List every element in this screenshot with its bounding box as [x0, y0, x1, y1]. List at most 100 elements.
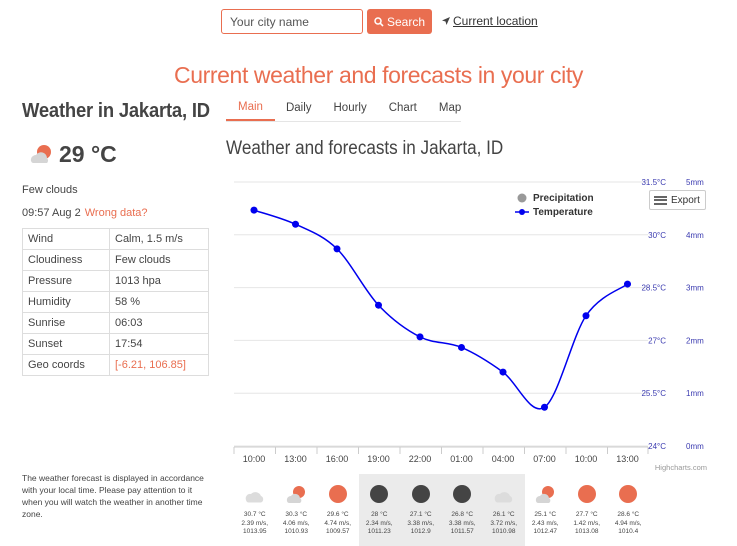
y-axis-tick-left: 24°C	[648, 442, 666, 451]
y-axis-tick-right: 0mm	[686, 442, 704, 451]
current-details-table: Wind Calm, 1.5 m/s Cloudiness Few clouds P…	[22, 228, 209, 376]
sun-icon	[328, 485, 347, 503]
forecast-item: 30.7 °C 2.39 m/s, 1013.95	[234, 474, 276, 546]
forecast-pressure: 1010.93	[284, 528, 308, 535]
tabs-divider	[226, 121, 461, 122]
tab-main[interactable]: Main	[226, 95, 275, 121]
detail-value: 58 %	[109, 291, 209, 313]
forecast-temp: 30.3 °C	[285, 511, 308, 518]
x-axis-tick-label: 04:00	[492, 454, 515, 464]
temperature-point	[250, 206, 258, 214]
export-button[interactable]: Export	[649, 190, 706, 210]
current-location-label: Current location	[453, 14, 538, 28]
forecast-pressure: 1011.23	[367, 528, 391, 535]
forecast-pressure: 1010.98	[491, 528, 516, 535]
legend-precipitation-label: Precipitation	[533, 193, 594, 204]
current-location-link[interactable]: Current location	[441, 14, 538, 28]
detail-value: 06:03	[109, 312, 209, 334]
timezone-note: The weather forecast is displayed in acc…	[22, 473, 204, 519]
temperature-point	[499, 368, 507, 376]
table-row: Sunset 17:54	[22, 333, 209, 355]
detail-label: Sunset	[22, 333, 110, 355]
forecast-temp: 26.1 °C	[492, 511, 515, 518]
x-axis-tick-label: 22:00	[409, 454, 432, 464]
forecast-values: 26.8 °C 3.38 m/s, 1011.57	[449, 511, 476, 537]
observation-time: 09:57 Aug 2	[22, 207, 81, 219]
legend-temperature-label: Temperature	[533, 207, 593, 218]
forecast-pressure: 1010.4	[618, 528, 639, 535]
y-axis-tick-right: 1mm	[686, 389, 704, 398]
forecast-item: 25.1 °C 2.43 m/s, 1012.47	[525, 474, 567, 546]
forecast-values: 25.1 °C 2.43 m/s, 1012.47	[532, 511, 559, 537]
forecast-wind: 4.74 m/s,	[324, 519, 352, 527]
forecast-wind: 1.42 m/s,	[573, 519, 601, 527]
forecast-wind: 4.94 m/s,	[614, 519, 642, 527]
detail-value: 17:54	[109, 333, 209, 355]
forecast-temp: 30.7 °C	[243, 511, 266, 518]
tab-chart[interactable]: Chart	[388, 102, 417, 114]
y-axis-tick-left: 31.5°C	[641, 178, 666, 187]
forecast-pressure: 1012.47	[533, 528, 557, 535]
forecast-item: 30.3 °C 4.06 m/s, 1010.93	[276, 474, 318, 546]
search-icon	[374, 16, 384, 27]
sun-icon	[577, 485, 596, 503]
forecast-temp: 28 °C	[371, 511, 388, 518]
forecast-values: 28.6 °C 4.94 m/s, 1010.4	[615, 511, 642, 537]
forecast-tabs: Main Daily Hourly Chart Map	[226, 95, 472, 121]
y-axis-tick-right: 2mm	[686, 336, 704, 345]
city-title: Weather in Jakarta, ID	[22, 100, 210, 122]
x-axis-tick-label: 16:00	[326, 454, 349, 464]
x-axis-tick-label: 01:00	[450, 454, 473, 464]
table-row: Sunrise 06:03	[22, 312, 209, 334]
table-row: Pressure 1013 hpa	[22, 270, 209, 292]
page-headline: Current weather and forecasts in your ci…	[174, 62, 583, 88]
city-search-input[interactable]	[221, 9, 363, 34]
search-button[interactable]: Search	[367, 9, 432, 34]
forecast-wind: 2.34 m/s,	[365, 519, 393, 527]
chart-title: Weather and forecasts in Jakarta, ID	[226, 138, 504, 159]
legend-temperature-marker	[519, 209, 525, 215]
current-time: 09:57 Aug 2 Wrong data?	[22, 207, 148, 219]
cloud-icon	[245, 492, 263, 503]
y-axis-tick-left: 25.5°C	[641, 389, 666, 398]
forecast-item: 28 °C 2.34 m/s, 1011.23	[358, 474, 400, 546]
forecast-temp: 27.7 °C	[575, 511, 598, 518]
forecast-pressure: 1013.95	[242, 528, 267, 535]
forecast-temp: 25.1 °C	[534, 511, 557, 518]
few-clouds-icon	[30, 145, 51, 163]
tab-hourly[interactable]: Hourly	[333, 102, 367, 114]
temperature-point	[458, 343, 465, 351]
forecast-temp: 27.1 °C	[409, 511, 432, 518]
forecast-item: 29.6 °C 4.74 m/s, 1009.57	[317, 474, 359, 546]
forecast-wind: 3.38 m/s,	[407, 519, 435, 527]
forecast-values: 30.7 °C 2.39 m/s, 1013.95	[241, 511, 268, 537]
forecast-values: 29.6 °C 4.74 m/s, 1009.57	[324, 511, 351, 537]
forecast-temp: 29.6 °C	[326, 511, 349, 518]
wrong-data-link[interactable]: Wrong data?	[84, 207, 148, 219]
temperature-point	[292, 220, 299, 228]
forecast-pressure: 1009.57	[325, 528, 350, 535]
legend-precipitation-marker	[517, 193, 527, 203]
forecast-pressure: 1012.9	[410, 528, 431, 535]
export-label: Export	[671, 194, 700, 206]
moon-icon	[411, 485, 430, 503]
temperature-series-line	[253, 209, 628, 410]
temperature-point	[582, 312, 590, 320]
forecast-strip: 30.7 °C 2.39 m/s, 1013.95 30.3 °C 4.06 m/s, 1…	[234, 474, 649, 546]
forecast-values: 30.3 °C 4.06 m/s, 1010.93	[283, 511, 310, 537]
tab-map[interactable]: Map	[438, 102, 462, 114]
location-arrow-icon	[442, 17, 450, 25]
tab-daily[interactable]: Daily	[285, 102, 312, 114]
geo-coords-link[interactable]: [-6.21, 106.85]	[109, 354, 209, 376]
temperature-point	[375, 301, 382, 309]
search-button-label: Search	[386, 14, 426, 29]
few-clouds-icon	[536, 486, 555, 503]
detail-label: Geo coords	[22, 354, 110, 376]
forecast-values: 27.1 °C 3.38 m/s, 1012.9	[407, 511, 434, 537]
forecast-item: 27.1 °C 3.38 m/s, 1012.9	[400, 474, 442, 546]
x-axis-tick-label: 10:00	[243, 454, 266, 464]
x-axis-tick-label: 19:00	[367, 454, 390, 464]
y-axis-tick-right: 3mm	[686, 284, 704, 293]
x-axis-tick-label: 07:00	[533, 454, 556, 464]
